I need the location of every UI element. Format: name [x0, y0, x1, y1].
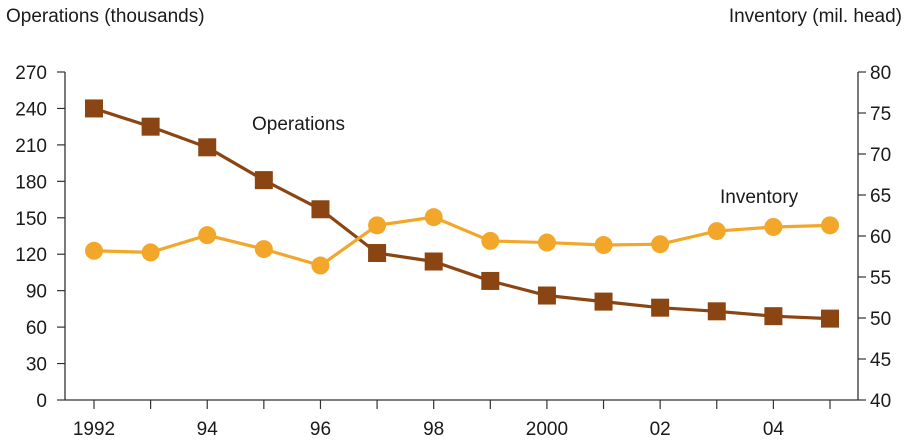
inventory-point — [141, 243, 160, 262]
inventory-line — [93, 215, 831, 268]
left-y-tick-label: 180 — [15, 172, 47, 193]
operations-point — [537, 286, 556, 305]
right-y-tick-label: 45 — [870, 350, 891, 371]
x-tick-label: 96 — [310, 419, 331, 440]
operations-point — [481, 271, 500, 290]
x-tick-label: 04 — [763, 419, 785, 440]
operations-point — [141, 117, 160, 136]
axes: 0 30 60 90 120 150 180 210 240 270 40 45 50 55 60 65 70 7… — [15, 63, 891, 440]
inventory-point — [821, 216, 839, 235]
series-lines — [93, 106, 831, 321]
operations-line — [93, 106, 831, 321]
inventory-point — [198, 226, 217, 245]
left-y-tick-label: 60 — [26, 318, 47, 339]
right-axis-title: Inventory (mil. head) — [728, 6, 902, 27]
x-tick-label: 94 — [197, 419, 219, 440]
operations-point — [594, 292, 613, 311]
inventory-point — [481, 231, 500, 250]
operations-point — [424, 252, 443, 271]
inventory-point — [368, 216, 387, 235]
right-y-tick-label: 65 — [870, 186, 891, 207]
operations-point — [764, 307, 783, 326]
series-markers — [85, 99, 839, 328]
right-y-tick-label: 50 — [870, 309, 891, 330]
left-y-tick-label: 0 — [36, 391, 47, 412]
inventory-point — [707, 222, 726, 241]
inventory-series-label: Inventory — [720, 187, 799, 208]
left-y-tick-label: 30 — [26, 355, 47, 376]
right-y-tick-label: 60 — [870, 227, 891, 248]
operations-point — [707, 302, 726, 321]
operations-point — [651, 298, 670, 317]
series-labels: Operations Inventory — [252, 114, 799, 208]
inventory-point — [311, 256, 330, 275]
operations-series-label: Operations — [252, 114, 345, 135]
inventory-point — [594, 236, 613, 255]
x-tick-label: 98 — [423, 419, 444, 440]
left-y-tick-label: 210 — [15, 136, 47, 157]
operations-point — [254, 171, 273, 190]
left-y-tick-label: 90 — [26, 282, 47, 303]
left-y-tick-label: 150 — [15, 209, 47, 230]
operations-point — [368, 244, 387, 263]
operations-point — [198, 138, 217, 157]
x-tick-label: 1992 — [73, 419, 115, 440]
right-y-tick-label: 70 — [870, 145, 891, 166]
operations-point — [821, 309, 839, 328]
inventory-point — [254, 240, 273, 259]
left-y-tick-label: 240 — [15, 99, 47, 120]
right-y-tick-label: 40 — [870, 391, 891, 412]
x-tick-label: 02 — [650, 419, 671, 440]
left-y-tick-label: 120 — [15, 245, 47, 266]
right-y-tick-label: 55 — [870, 268, 891, 289]
x-tick-label: 2000 — [526, 419, 568, 440]
inventory-point — [651, 235, 670, 254]
operations-point — [85, 99, 103, 118]
inventory-point — [764, 217, 783, 236]
right-y-tick-label: 75 — [870, 104, 891, 125]
left-axis-title: Operations (thousands) — [6, 6, 205, 27]
operations-point — [311, 200, 330, 219]
left-y-tick-label: 270 — [15, 63, 47, 84]
right-y-tick-label: 80 — [870, 63, 891, 84]
inventory-point — [537, 233, 556, 252]
inventory-point — [424, 208, 443, 227]
inventory-point — [85, 241, 103, 260]
